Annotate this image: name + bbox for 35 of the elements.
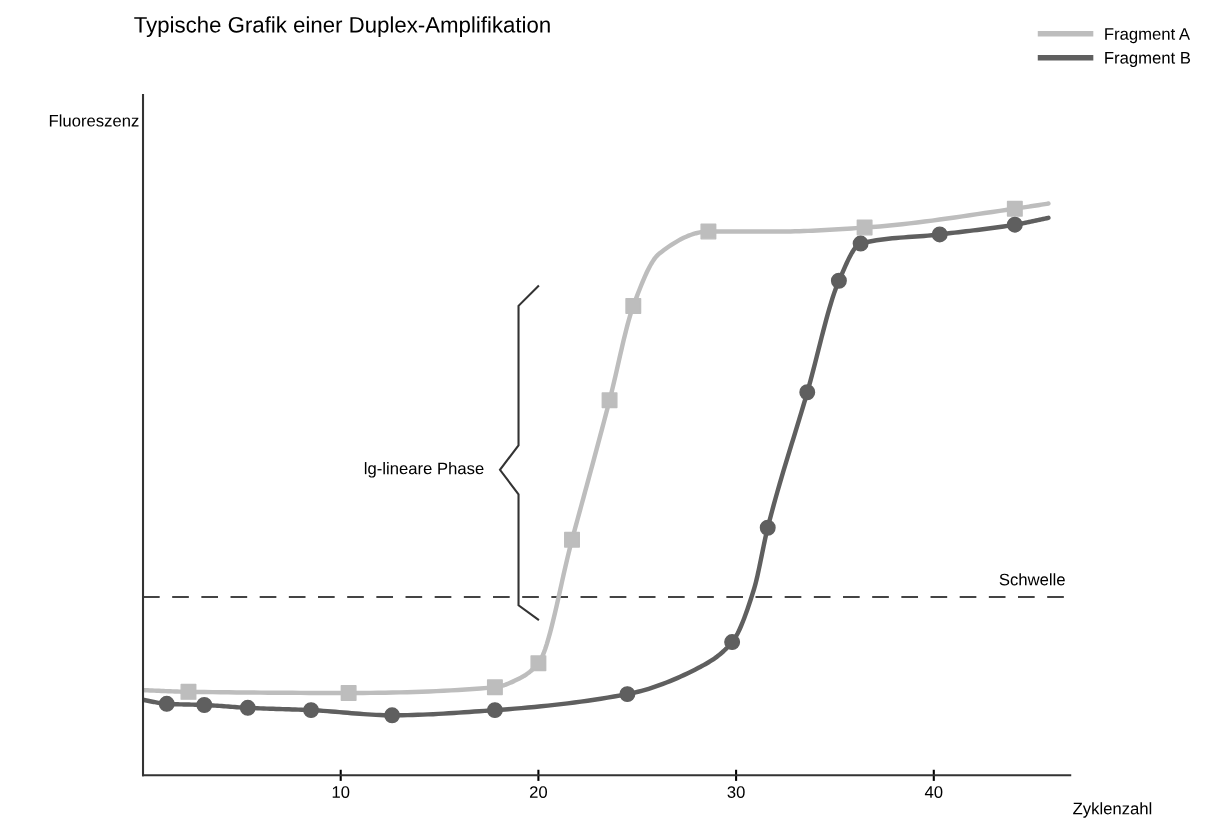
point (619, 686, 636, 703)
point (180, 683, 197, 700)
chart-title: Typische Grafik einer Duplex-Amplifikation (134, 16, 550, 38)
point (530, 655, 547, 672)
legend-label: Fragment A (1105, 28, 1190, 44)
point (158, 695, 175, 712)
point (384, 707, 401, 724)
point (196, 697, 213, 713)
point (564, 531, 580, 548)
ref-line-label: Schwelle (999, 573, 1065, 586)
point (759, 519, 776, 536)
x-axis-title: Zyklenzahl (1073, 802, 1152, 818)
x-tick-label: 10 (332, 786, 350, 798)
point (625, 297, 642, 314)
point (700, 223, 717, 240)
point (239, 699, 256, 716)
point (486, 679, 503, 696)
point (303, 702, 320, 719)
point (852, 235, 869, 252)
point (830, 272, 847, 289)
point (340, 685, 357, 701)
point (1006, 216, 1023, 233)
point (931, 226, 948, 243)
point (799, 384, 816, 401)
point (486, 702, 503, 719)
point (856, 219, 873, 236)
y-axis-title: Fluoreszenz (49, 114, 139, 127)
point (1006, 200, 1023, 217)
x-tick-label: 20 (529, 786, 548, 798)
x-tick-label: 40 (924, 786, 943, 798)
x-tick-label: 30 (727, 786, 745, 798)
legend-label: Fragment B (1105, 52, 1191, 68)
annotation: lg-lineare Phase (364, 462, 484, 478)
point (724, 634, 741, 651)
point (601, 392, 618, 409)
